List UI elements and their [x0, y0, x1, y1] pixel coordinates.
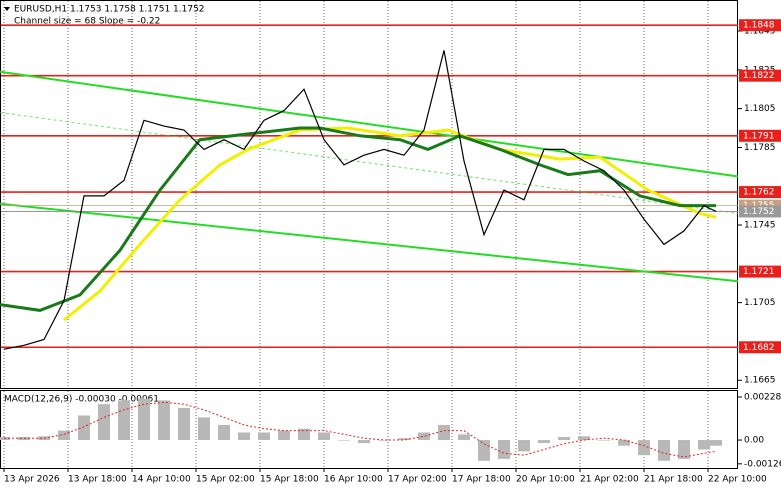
level-label-box [739, 69, 781, 82]
macd-bar [498, 440, 510, 459]
macd-bar [118, 400, 130, 441]
macd-bar [278, 430, 290, 441]
macd-bar [238, 432, 250, 441]
y-tick-label: -0.00126 [744, 459, 781, 469]
macd-bar [358, 440, 370, 444]
x-tick-label: 16 Apr 10:00 [324, 475, 383, 485]
macd-bar [158, 400, 170, 441]
level-label: 1.1721 [743, 267, 775, 277]
macd-bar [258, 432, 270, 441]
y-tick-label: 1.1665 [744, 376, 776, 386]
x-tick-label: 17 Apr 02:00 [388, 475, 447, 485]
macd-bar [78, 415, 90, 441]
x-tick-label: 15 Apr 18:00 [260, 475, 319, 485]
x-tick-label: 21 Apr 18:00 [644, 475, 703, 485]
macd-bar [338, 440, 350, 441]
macd-bar [138, 398, 150, 441]
macd-bar [538, 440, 550, 444]
price-label-box [739, 205, 781, 218]
macd-bar [638, 440, 650, 456]
macd-bar [398, 438, 410, 441]
macd-bar [218, 424, 230, 441]
x-tick-label: 13 Apr 2026 [4, 475, 60, 485]
macd-bar [438, 424, 450, 441]
level-label: 1.1848 [743, 21, 775, 31]
macd-bar [598, 440, 610, 441]
y-tick-label: 0.00228 [744, 392, 781, 402]
level-label-box [739, 265, 781, 278]
macd-bar [698, 440, 710, 450]
level-label: 1.1762 [743, 188, 775, 198]
x-tick-label: 21 Apr 02:00 [580, 475, 639, 485]
level-label-box [739, 186, 781, 199]
x-tick-label: 15 Apr 02:00 [196, 475, 255, 485]
x-tick-label: 13 Apr 18:00 [68, 475, 127, 485]
channel-upper [0, 70, 739, 178]
level-label-box [739, 19, 781, 32]
menu-icon [4, 7, 10, 11]
macd-pane [0, 390, 738, 469]
level-label-box [739, 341, 781, 354]
macd-bar [458, 434, 470, 441]
y-tick-label: 0.00 [744, 436, 764, 446]
macd-bar [558, 437, 570, 441]
macd-bar [710, 440, 722, 446]
macd-bar [98, 404, 110, 441]
macd-bar [578, 436, 590, 441]
y-tick-label: 1.1705 [744, 298, 776, 308]
macd-bar [178, 407, 190, 441]
price-label: 1.1752 [743, 207, 775, 217]
x-tick-label: 20 Apr 10:00 [516, 475, 575, 485]
ma-fast [0, 126, 716, 312]
y-tick-label: 1.1785 [744, 143, 776, 153]
channel-lower [0, 202, 739, 283]
macd-signal [4, 401, 717, 458]
price-line [3, 50, 717, 350]
channel-middle [0, 112, 739, 214]
macd-bar [518, 440, 530, 452]
level-label: 1.1682 [743, 343, 775, 353]
chart-title: EURUSD,H1 1.1753 1.1758 1.1751 1.1752 [14, 5, 205, 15]
x-tick-label: 17 Apr 18:00 [452, 475, 511, 485]
macd-bar [378, 440, 390, 441]
level-label: 1.1822 [743, 71, 775, 81]
x-tick-label: 14 Apr 10:00 [132, 475, 191, 485]
macd-bar [198, 417, 210, 441]
chart-subtitle: Channel size = 68 Slope = -0.22 [14, 17, 160, 27]
macd-bar [678, 440, 690, 459]
macd-title: MACD(12,26,9) -0.00030 -0.00061 [4, 395, 159, 405]
macd-bar [298, 428, 310, 441]
macd-bar [318, 432, 330, 441]
x-tick-label: 22 Apr 10:00 [708, 475, 767, 485]
y-tick-label: 1.1845 [744, 27, 776, 37]
level-label-box [739, 129, 781, 142]
price-pane [0, 0, 738, 389]
macd-bar [618, 440, 630, 446]
macd-bar [658, 440, 670, 461]
y-tick-label: 1.1805 [744, 104, 776, 114]
ma-slow [63, 126, 717, 322]
y-tick-label: 1.1745 [744, 221, 776, 231]
macd-bar [418, 432, 430, 441]
level-label: 1.1791 [743, 131, 775, 141]
macd-bar [58, 430, 70, 441]
macd-bar [478, 440, 490, 461]
